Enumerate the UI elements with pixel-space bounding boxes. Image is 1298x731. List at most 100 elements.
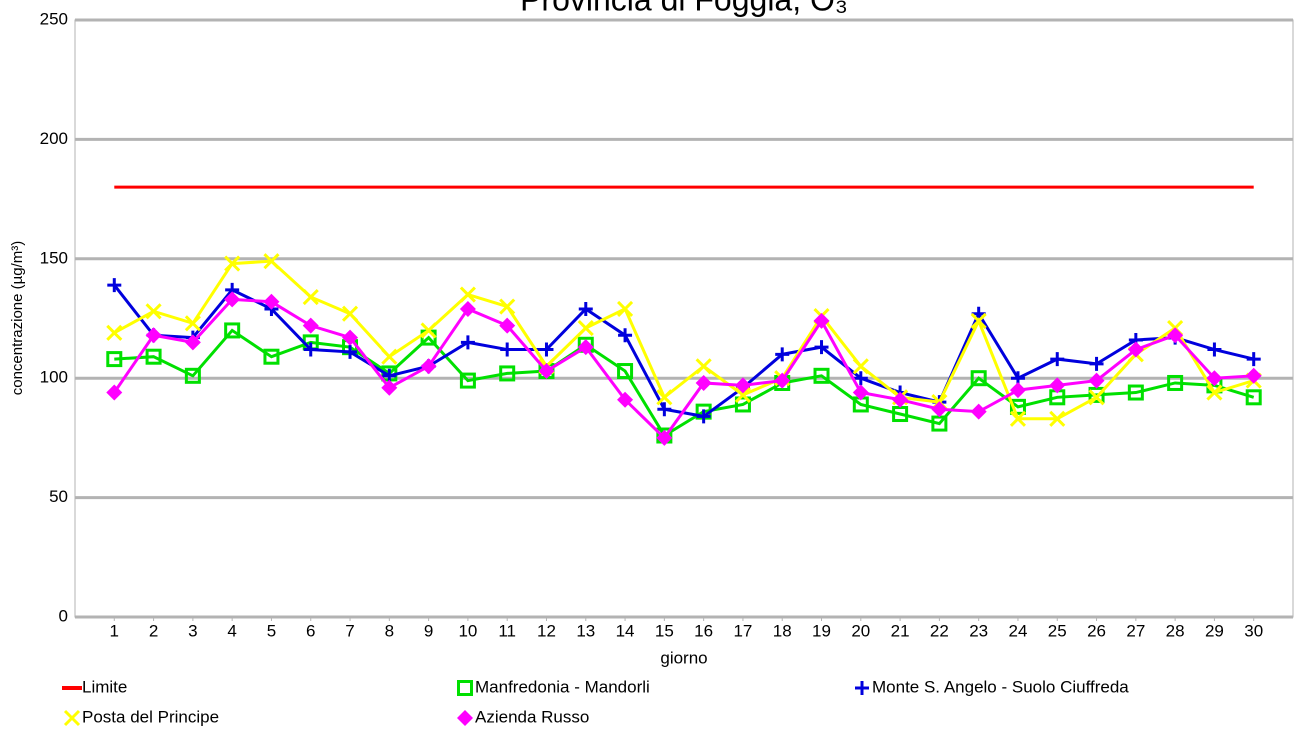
- data-point: [656, 429, 673, 446]
- data-point: [813, 367, 830, 384]
- data-point: [695, 374, 712, 391]
- data-point: [263, 253, 280, 270]
- data-point: [578, 301, 593, 316]
- data-point: [224, 322, 241, 339]
- data-point: [1245, 389, 1262, 406]
- data-point: [1089, 356, 1104, 371]
- data-point: [107, 278, 122, 293]
- data-point: [459, 300, 476, 317]
- data-point: [1009, 410, 1027, 427]
- data-point: [852, 358, 869, 375]
- x-tick-label: 11: [498, 621, 516, 640]
- x-tick-label: 2: [149, 621, 158, 640]
- x-tick-label: 15: [655, 621, 674, 640]
- legend-label: Azienda Russo: [475, 707, 589, 726]
- data-point: [1127, 384, 1144, 401]
- x-axis-label: giorno: [660, 648, 707, 667]
- data-point: [145, 303, 162, 320]
- x-tick-label: 12: [537, 621, 556, 640]
- data-point: [263, 348, 280, 365]
- data-point: [459, 286, 476, 303]
- x-tick-label: 8: [385, 621, 394, 640]
- series-line: [113, 297, 1254, 441]
- x-tick-label: 30: [1244, 621, 1263, 640]
- data-point: [892, 391, 909, 408]
- data-point: [184, 315, 201, 332]
- data-point: [1167, 327, 1184, 344]
- data-point: [1088, 389, 1105, 406]
- y-tick-label: 200: [40, 129, 68, 148]
- x-tick-label: 24: [1009, 621, 1028, 640]
- chart-title: Provincia di Foggia, O₃: [520, 0, 848, 17]
- x-tick-label: 20: [851, 621, 870, 640]
- x-tick-label: 1: [110, 621, 119, 640]
- x-tick-label: 5: [267, 621, 276, 640]
- legend-label: Monte S. Angelo - Suolo Ciuffreda: [872, 677, 1129, 696]
- data-point: [341, 305, 359, 322]
- data-point: [1009, 398, 1026, 415]
- data-point: [499, 365, 516, 382]
- data-point: [1246, 352, 1261, 367]
- data-point: [381, 348, 398, 365]
- data-point: [970, 370, 987, 387]
- data-point: [1088, 372, 1105, 389]
- data-point: [459, 372, 476, 389]
- x-tick-label: 7: [345, 621, 354, 640]
- x-tick-label: 16: [694, 621, 713, 640]
- data-point: [303, 342, 318, 357]
- y-tick-label: 100: [40, 368, 68, 387]
- data-point: [500, 342, 515, 357]
- x-tick-label: 29: [1205, 621, 1224, 640]
- y-axis-label: concentrazione (µg/m³): [9, 241, 26, 396]
- data-point: [1049, 410, 1066, 427]
- legend-symbol: [855, 681, 869, 695]
- data-point: [853, 371, 868, 386]
- y-tick-label: 0: [59, 606, 68, 625]
- data-point: [970, 403, 987, 420]
- data-point: [106, 384, 123, 401]
- data-point: [577, 339, 594, 356]
- x-tick-label: 3: [188, 621, 197, 640]
- data-point: [734, 377, 751, 394]
- x-tick-label: 10: [458, 621, 477, 640]
- data-point: [774, 372, 791, 389]
- data-point: [734, 396, 751, 413]
- plot-frame: [74, 19, 1294, 618]
- x-tick-label: 22: [930, 621, 949, 640]
- x-tick-label: 14: [616, 621, 635, 640]
- y-tick-label: 250: [40, 9, 68, 28]
- data-point: [499, 317, 516, 334]
- data-point: [617, 391, 634, 408]
- data-point: [813, 312, 830, 329]
- data-point: [499, 298, 516, 315]
- y-tick-label: 150: [40, 248, 68, 267]
- data-point: [302, 317, 319, 334]
- data-point: [343, 344, 358, 359]
- data-point: [1206, 370, 1223, 387]
- data-point: [1127, 341, 1144, 358]
- data-point: [224, 255, 241, 272]
- x-tick-label: 18: [773, 621, 792, 640]
- legend-symbol: [457, 710, 473, 726]
- data-point: [184, 367, 201, 384]
- legend-label: Limite: [82, 677, 127, 696]
- data-point: [617, 300, 634, 318]
- data-point: [145, 348, 162, 365]
- x-tick-label: 23: [969, 621, 988, 640]
- legend-label: Posta del Principe: [82, 707, 219, 726]
- legend-symbol: [457, 680, 473, 696]
- data-point: [696, 409, 711, 424]
- x-tick-label: 21: [891, 621, 910, 640]
- data-point: [381, 379, 398, 396]
- legend-symbol: [63, 709, 81, 727]
- data-point: [617, 363, 634, 380]
- data-point: [302, 288, 319, 306]
- data-point: [106, 324, 123, 341]
- x-tick-label: 17: [733, 621, 752, 640]
- data-point: [460, 335, 475, 350]
- data-point: [420, 322, 437, 339]
- data-point: [1167, 374, 1184, 391]
- data-point: [1207, 342, 1222, 357]
- data-point: [1206, 384, 1223, 401]
